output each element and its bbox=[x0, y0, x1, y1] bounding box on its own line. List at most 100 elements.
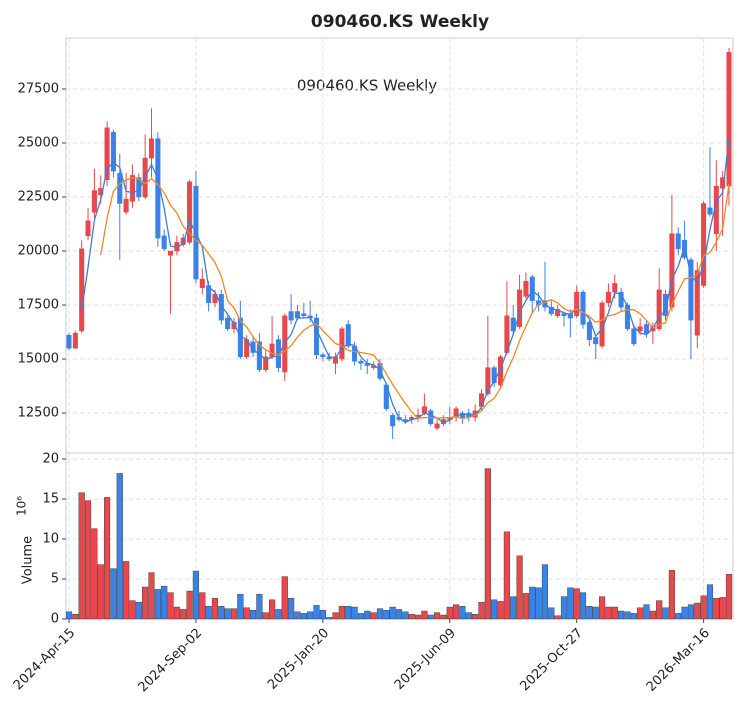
candle-body bbox=[168, 250, 174, 256]
candle-body bbox=[225, 317, 231, 330]
volume-bar bbox=[389, 606, 396, 620]
volume-bar bbox=[427, 614, 434, 620]
candle-body bbox=[586, 322, 592, 340]
candle-body bbox=[669, 233, 675, 308]
volume-bar bbox=[668, 570, 675, 620]
volume-bar bbox=[611, 606, 618, 620]
volume-bar bbox=[484, 468, 491, 620]
volume-bar bbox=[180, 609, 187, 620]
volume-bar bbox=[110, 568, 117, 620]
volume-bar bbox=[465, 612, 472, 620]
chart-title: 090460.KS Weekly bbox=[311, 12, 489, 32]
volume-bar bbox=[205, 606, 212, 620]
candle-body bbox=[707, 207, 713, 215]
volume-bar bbox=[548, 607, 555, 620]
candle-body bbox=[688, 259, 694, 321]
candle-body bbox=[555, 309, 561, 317]
volume-bar bbox=[173, 606, 180, 620]
volume-bar bbox=[700, 595, 707, 620]
volume-bar bbox=[91, 528, 98, 620]
candle-body bbox=[218, 293, 224, 321]
volume-bar bbox=[541, 564, 549, 620]
candle-body bbox=[498, 356, 504, 386]
candle-body bbox=[434, 423, 440, 429]
volume-bar bbox=[78, 492, 85, 620]
moving-average-line bbox=[100, 176, 730, 420]
candle-body bbox=[624, 304, 630, 330]
volume-bar bbox=[567, 587, 574, 620]
volume-bar bbox=[554, 615, 561, 620]
volume-bar bbox=[237, 594, 244, 620]
volume-bar bbox=[65, 611, 73, 620]
volume-bar bbox=[560, 596, 568, 620]
volume-bar bbox=[687, 604, 694, 620]
candle-body bbox=[85, 220, 91, 237]
volume-bar bbox=[364, 610, 371, 620]
candle-body bbox=[301, 313, 307, 317]
candle-body bbox=[656, 289, 662, 330]
candle-body bbox=[104, 127, 110, 180]
candle-body bbox=[358, 360, 364, 364]
candle-body bbox=[580, 291, 586, 325]
volume-bar bbox=[383, 610, 390, 620]
volume-bar bbox=[294, 611, 301, 620]
candle-body bbox=[637, 326, 643, 332]
annotation: 090460.KS Weekly bbox=[297, 77, 437, 95]
volume-bar bbox=[421, 610, 428, 620]
volume-bar bbox=[573, 588, 580, 620]
volume-bar bbox=[129, 600, 136, 620]
volume-bar bbox=[319, 610, 326, 620]
volume-bar bbox=[719, 597, 726, 620]
candle-body bbox=[345, 324, 351, 347]
candle-body bbox=[593, 337, 599, 345]
volume-bar bbox=[643, 604, 650, 620]
volume-bar bbox=[434, 612, 441, 620]
candle-body bbox=[212, 293, 218, 304]
volume-unit: 10⁶ bbox=[15, 496, 29, 516]
volume-bar bbox=[332, 612, 339, 620]
y-tick-label: 20000 bbox=[18, 244, 59, 259]
volume-bar bbox=[224, 608, 231, 620]
candle-body bbox=[148, 138, 155, 159]
candle-body bbox=[523, 281, 529, 297]
candle-body bbox=[294, 311, 300, 319]
y-tick-label: 17500 bbox=[18, 298, 59, 313]
candle-body bbox=[161, 235, 167, 250]
volume-bar bbox=[97, 564, 104, 620]
volume-bar bbox=[395, 609, 403, 620]
candle-body bbox=[288, 311, 294, 321]
volume-bar bbox=[579, 592, 587, 620]
volume-bar bbox=[154, 589, 161, 620]
volume-bar bbox=[662, 607, 669, 620]
volume-bar bbox=[478, 602, 485, 620]
volume-bar bbox=[84, 500, 92, 620]
volume-bar bbox=[694, 602, 701, 620]
y-tick-label: 15000 bbox=[18, 352, 59, 367]
volume-bar bbox=[262, 612, 269, 620]
volume-bar bbox=[706, 584, 714, 620]
volume-bar bbox=[345, 606, 352, 620]
volume-label: Volume bbox=[21, 536, 36, 584]
volume-bar bbox=[116, 473, 123, 620]
candle-body bbox=[72, 332, 78, 349]
volume-bar bbox=[713, 598, 720, 620]
moving-average-line bbox=[81, 138, 730, 424]
volume-bar bbox=[522, 593, 529, 620]
y-tick-label: 0 bbox=[51, 612, 59, 627]
volume-bar bbox=[630, 613, 637, 620]
volume-bar bbox=[599, 596, 606, 620]
candle-body bbox=[694, 270, 700, 336]
volume-bar bbox=[351, 606, 358, 620]
volume-bar bbox=[605, 606, 612, 620]
volume-bar bbox=[459, 606, 466, 620]
volume-bar bbox=[256, 594, 263, 620]
candle-body bbox=[643, 324, 650, 334]
volume-bar bbox=[535, 587, 542, 620]
volume-bar bbox=[446, 606, 453, 620]
candle-body bbox=[313, 317, 320, 355]
candle-body bbox=[129, 175, 135, 202]
volume-bar bbox=[72, 614, 79, 620]
volume-bar bbox=[414, 614, 422, 620]
volume-bar bbox=[592, 606, 599, 620]
